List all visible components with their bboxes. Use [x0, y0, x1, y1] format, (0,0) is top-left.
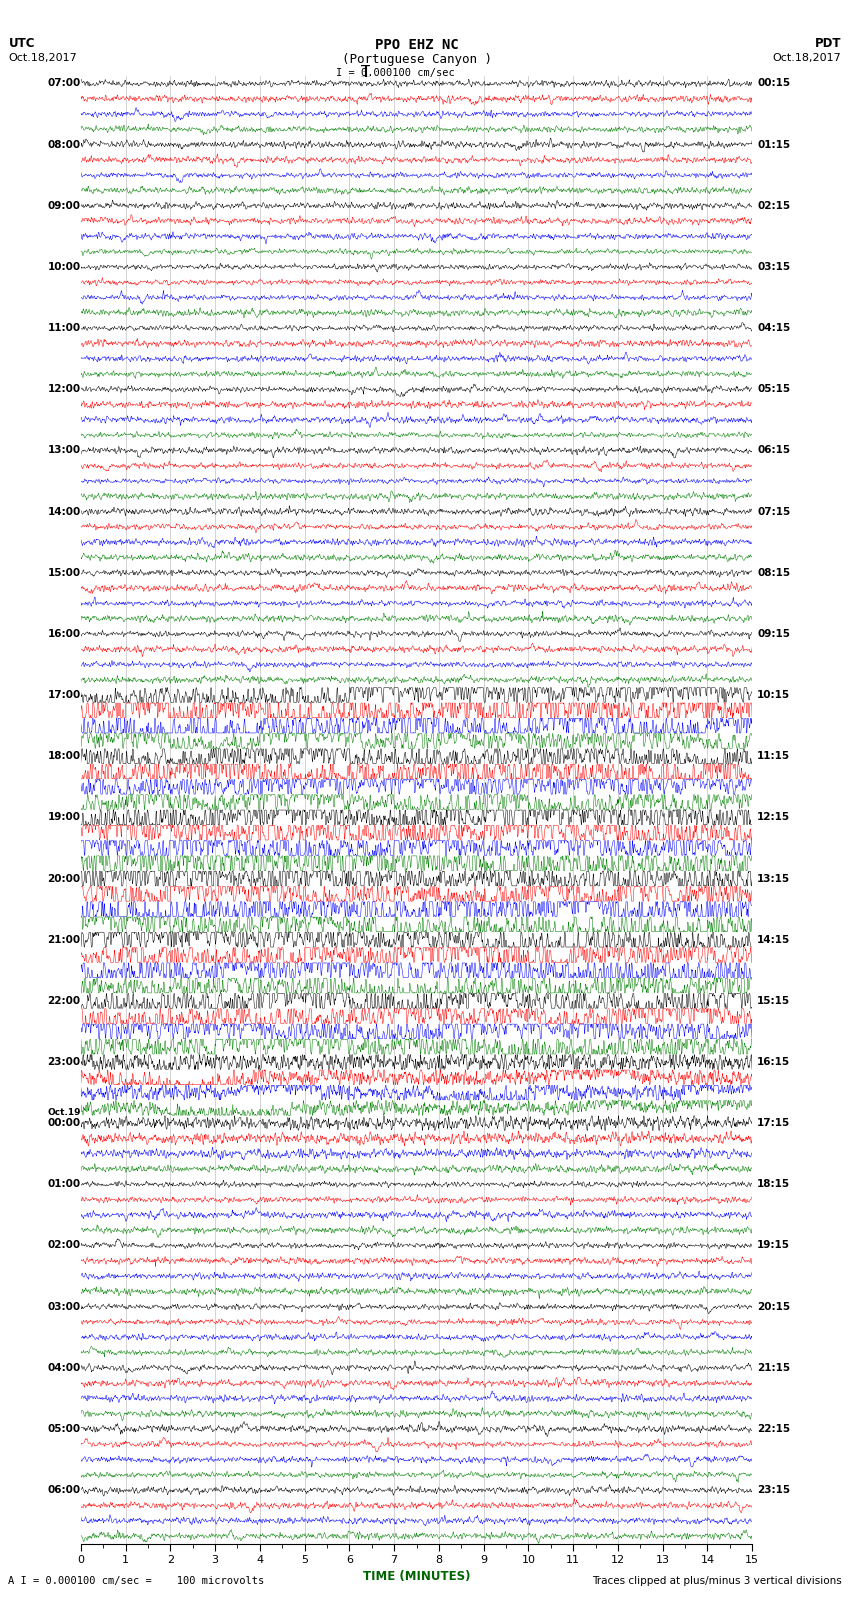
Text: 05:00: 05:00 [48, 1424, 81, 1434]
Text: 20:15: 20:15 [757, 1302, 790, 1311]
Text: 21:15: 21:15 [757, 1363, 790, 1373]
Text: 22:00: 22:00 [48, 995, 81, 1007]
Text: 20:00: 20:00 [48, 874, 81, 884]
Text: 15:00: 15:00 [48, 568, 81, 577]
Text: I = 0.000100 cm/sec: I = 0.000100 cm/sec [336, 68, 455, 77]
Text: 17:15: 17:15 [757, 1118, 790, 1127]
Text: 16:00: 16:00 [48, 629, 81, 639]
Text: 01:15: 01:15 [757, 140, 790, 150]
Text: 05:15: 05:15 [757, 384, 790, 394]
Text: 03:15: 03:15 [757, 261, 790, 273]
Text: 09:15: 09:15 [757, 629, 790, 639]
Text: 22:15: 22:15 [757, 1424, 790, 1434]
Text: 14:00: 14:00 [48, 506, 81, 516]
Text: 08:15: 08:15 [757, 568, 790, 577]
Text: 09:00: 09:00 [48, 200, 81, 211]
Text: 18:15: 18:15 [757, 1179, 790, 1189]
Text: 23:15: 23:15 [757, 1486, 790, 1495]
Text: 01:00: 01:00 [48, 1179, 81, 1189]
Text: 16:15: 16:15 [757, 1057, 790, 1068]
Text: Oct.18,2017: Oct.18,2017 [8, 53, 77, 63]
Text: 12:00: 12:00 [48, 384, 81, 394]
Text: 17:00: 17:00 [48, 690, 81, 700]
Text: 12:15: 12:15 [757, 813, 790, 823]
Text: 10:00: 10:00 [48, 261, 81, 273]
Text: 21:00: 21:00 [48, 934, 81, 945]
Text: 11:15: 11:15 [757, 752, 790, 761]
Text: (Portuguese Canyon ): (Portuguese Canyon ) [342, 53, 491, 66]
Text: 00:00: 00:00 [48, 1118, 81, 1127]
Text: Oct.18,2017: Oct.18,2017 [773, 53, 842, 63]
Text: 07:15: 07:15 [757, 506, 790, 516]
Text: UTC: UTC [8, 37, 35, 50]
Text: PDT: PDT [815, 37, 842, 50]
Text: 15:15: 15:15 [757, 995, 790, 1007]
Text: A I = 0.000100 cm/sec =    100 microvolts: A I = 0.000100 cm/sec = 100 microvolts [8, 1576, 264, 1586]
Text: 00:15: 00:15 [757, 79, 790, 89]
Text: Oct.19: Oct.19 [48, 1108, 81, 1116]
Text: 19:00: 19:00 [48, 813, 81, 823]
Text: 04:00: 04:00 [48, 1363, 81, 1373]
Text: Traces clipped at plus/minus 3 vertical divisions: Traces clipped at plus/minus 3 vertical … [592, 1576, 842, 1586]
Text: 13:00: 13:00 [48, 445, 81, 455]
Text: 13:15: 13:15 [757, 874, 790, 884]
Text: 03:00: 03:00 [48, 1302, 81, 1311]
Text: 23:00: 23:00 [48, 1057, 81, 1068]
Text: 02:00: 02:00 [48, 1240, 81, 1250]
Text: 11:00: 11:00 [48, 323, 81, 334]
Text: 06:15: 06:15 [757, 445, 790, 455]
Text: PPO EHZ NC: PPO EHZ NC [375, 39, 458, 52]
Text: 02:15: 02:15 [757, 200, 790, 211]
Text: 19:15: 19:15 [757, 1240, 790, 1250]
Text: 08:00: 08:00 [48, 140, 81, 150]
Text: 10:15: 10:15 [757, 690, 790, 700]
X-axis label: TIME (MINUTES): TIME (MINUTES) [363, 1569, 470, 1582]
Text: 07:00: 07:00 [48, 79, 81, 89]
Text: 04:15: 04:15 [757, 323, 790, 334]
Text: 14:15: 14:15 [757, 934, 790, 945]
Text: 06:00: 06:00 [48, 1486, 81, 1495]
Text: 18:00: 18:00 [48, 752, 81, 761]
